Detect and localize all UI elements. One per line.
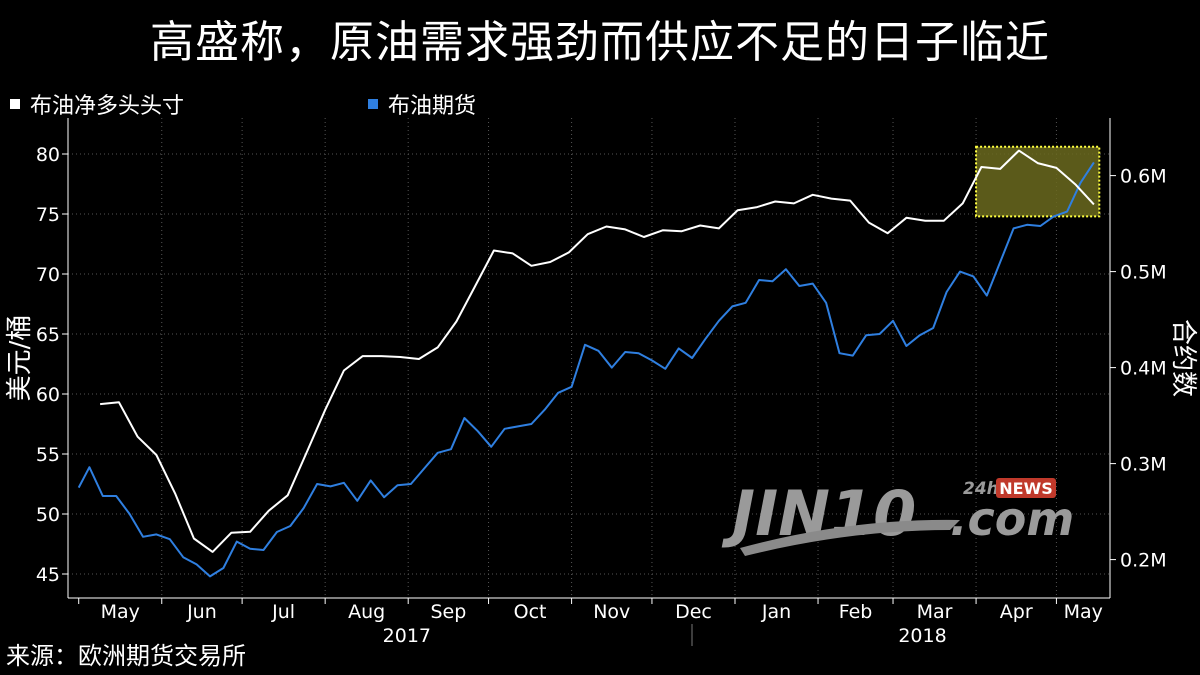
watermark-swoosh — [740, 519, 960, 556]
legend-label-net-long: 布油净多头头寸 — [30, 94, 185, 119]
legend-item-brent-futures: 布油期货 — [368, 88, 476, 120]
y-left-tick-label: 70 — [36, 264, 60, 286]
x-year-label: 2018 — [898, 625, 946, 647]
x-tick-label: Apr — [1000, 601, 1033, 623]
legend-swatch-net-long — [10, 99, 20, 109]
series-line-net-long — [99, 149, 1095, 553]
y-left-tick-label: 60 — [36, 384, 60, 406]
y-right-axis-title: 合约数 — [1168, 319, 1198, 397]
x-tick-label: Sep — [430, 601, 466, 623]
y-right-tick-label: 0.2M — [1120, 550, 1167, 572]
x-tick-label: Mar — [917, 601, 953, 623]
source-note: 来源：欧洲期货交易所 — [6, 642, 246, 670]
watermark-badge-bg — [996, 478, 1056, 498]
x-tick-label: Aug — [348, 601, 385, 623]
x-tick-label: Dec — [675, 601, 712, 623]
y-right-tick-label: 0.5M — [1120, 262, 1167, 284]
x-tick-label: Jul — [271, 601, 295, 623]
highlight-box — [975, 145, 1101, 218]
y-left-tick-label: 75 — [36, 204, 60, 226]
series-line-brent-futures — [77, 161, 1095, 578]
legend-item-net-long: 布油净多头头寸 — [10, 88, 184, 120]
x-tick-label: May — [1064, 601, 1103, 623]
gridlines — [68, 118, 1110, 598]
x-tick-label: Jun — [186, 601, 217, 623]
x-tick-label: May — [101, 601, 140, 623]
legend-swatch-brent-futures — [368, 99, 378, 109]
x-year-label: 2017 — [383, 625, 431, 647]
y-right-tick-label: 0.6M — [1120, 166, 1167, 188]
y-left-tick-label: 55 — [36, 444, 60, 466]
y-right-tick-label: 0.4M — [1120, 358, 1167, 380]
y-left-tick-label: 45 — [36, 564, 60, 586]
x-tick-label: Feb — [839, 601, 873, 623]
x-tick-label: Jan — [761, 601, 791, 623]
watermark-badge-24h: 24h — [963, 479, 999, 499]
watermark-badge-news: NEWS — [999, 479, 1053, 498]
y-left-axis-title: 美元/桶 — [5, 315, 35, 402]
y-right-tick-label: 0.3M — [1120, 454, 1167, 476]
watermark-suffix: .com — [950, 492, 1074, 546]
y-left-tick-label: 65 — [36, 324, 60, 346]
x-tick-label: Nov — [593, 601, 630, 623]
y-left-tick-label: 50 — [36, 504, 60, 526]
chart-title: 高盛称，原油需求强劲而供应不足的日子临近 — [150, 17, 1050, 68]
x-tick-label: Oct — [514, 601, 547, 623]
legend-label-brent-futures: 布油期货 — [388, 94, 477, 119]
y-left-tick-label: 80 — [36, 144, 60, 166]
